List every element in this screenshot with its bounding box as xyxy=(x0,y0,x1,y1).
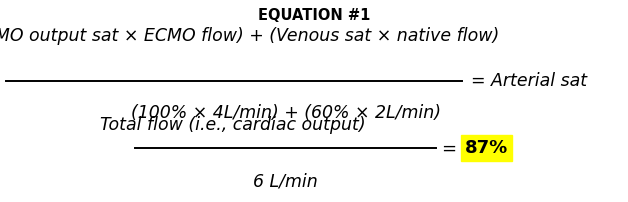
Text: =: = xyxy=(441,139,457,158)
Text: 87%: 87% xyxy=(465,139,508,158)
Text: = Arterial sat: = Arterial sat xyxy=(471,72,587,90)
Text: EQUATION #1: EQUATION #1 xyxy=(258,8,370,23)
Text: 6 L/min: 6 L/min xyxy=(253,173,318,191)
Text: Total flow (i.e., cardiac output): Total flow (i.e., cardiac output) xyxy=(100,116,365,134)
Text: (100% × 4L/min) + (60% × 2L/min): (100% × 4L/min) + (60% × 2L/min) xyxy=(131,104,441,122)
Text: (ECMO output sat × ECMO flow) + (Venous sat × native flow): (ECMO output sat × ECMO flow) + (Venous … xyxy=(0,27,499,45)
